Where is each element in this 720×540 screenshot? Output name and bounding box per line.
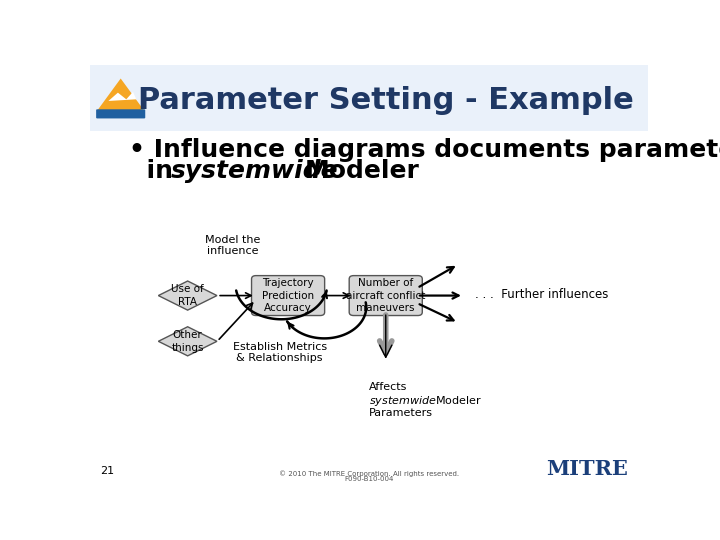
FancyBboxPatch shape <box>349 275 423 315</box>
Text: Other
things: Other things <box>171 330 204 353</box>
Polygon shape <box>158 327 217 356</box>
Polygon shape <box>109 92 136 101</box>
Text: . . .  Further influences: . . . Further influences <box>475 288 608 301</box>
Text: Parameter Setting - Example: Parameter Setting - Example <box>138 86 634 114</box>
Text: Number of
aircraft conflict
maneuvers: Number of aircraft conflict maneuvers <box>346 278 426 313</box>
Text: MITRE: MITRE <box>546 459 629 479</box>
Text: 21: 21 <box>100 467 114 476</box>
Text: in: in <box>129 159 182 183</box>
Text: Modeler: Modeler <box>305 159 420 183</box>
FancyBboxPatch shape <box>96 109 145 118</box>
Text: systemwide: systemwide <box>171 159 338 183</box>
FancyBboxPatch shape <box>90 65 648 131</box>
Text: Use of
RTA: Use of RTA <box>171 285 204 307</box>
Text: • Influence diagrams documents parameter setting: • Influence diagrams documents parameter… <box>129 138 720 162</box>
Text: © 2010 The MITRE Corporation. All rights reserved.: © 2010 The MITRE Corporation. All rights… <box>279 471 459 477</box>
Text: Establish Metrics
& Relationships: Establish Metrics & Relationships <box>233 342 327 363</box>
FancyBboxPatch shape <box>251 275 325 315</box>
Polygon shape <box>158 281 217 310</box>
Text: Trajectory
Prediction
Accuracy: Trajectory Prediction Accuracy <box>262 278 314 313</box>
Text: Model the
influence: Model the influence <box>204 235 260 256</box>
Text: Parameters: Parameters <box>369 408 433 418</box>
Text: Affects: Affects <box>369 382 408 392</box>
Text: F090-B10-004: F090-B10-004 <box>344 476 394 482</box>
Text: $\it{systemwide}$Modeler: $\it{systemwide}$Modeler <box>369 394 482 408</box>
Polygon shape <box>97 78 144 111</box>
